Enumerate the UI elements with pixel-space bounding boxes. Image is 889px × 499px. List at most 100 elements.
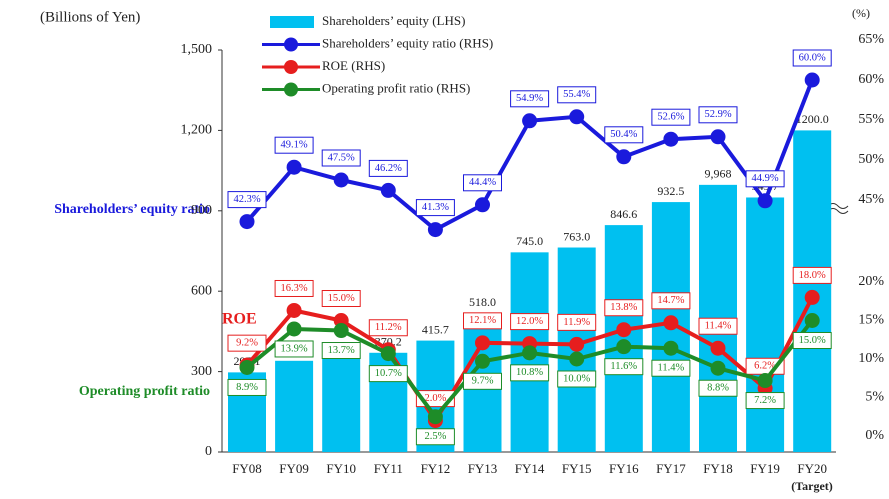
point [475,197,490,213]
point [710,360,726,376]
value-box [698,379,738,397]
bar-label: 415.7 [422,322,449,336]
legend-swatch [270,16,314,28]
value-label: 9.7% [472,376,494,387]
legend-label: ROE (RHS) [322,58,385,73]
value-label: 2.5% [424,431,446,442]
value-label: 44.4% [469,177,496,188]
value-label: 13.9% [281,343,308,354]
y-tick-label: 900 [191,203,212,218]
x-tick-label: FY13 [468,461,498,476]
x-tick-label: FY20 [797,461,827,476]
value-box [604,358,644,376]
value-label: 2.0% [424,393,446,404]
value-label: 14.7% [657,295,684,306]
y-tick-label: 1,500 [181,42,213,57]
y-tick-label: 600 [191,283,212,298]
x-tick-label: FY08 [232,461,262,476]
value-box [792,266,832,284]
point [380,182,396,198]
x-tick-label: FY14 [515,461,545,476]
value-label: 10.0% [563,373,590,384]
axis-break [826,201,849,214]
point [380,346,396,362]
point [333,172,349,188]
value-label: 18.0% [799,270,826,281]
side-label: Operating profit ratio [79,384,210,399]
x-tick-label: FY10 [326,461,356,476]
value-label: 12.0% [516,316,543,327]
value-box [745,170,785,188]
point [804,313,820,328]
bar-label: 518.0 [469,295,496,309]
value-label: 41.3% [422,202,449,213]
point [475,353,490,369]
legend-swatch [284,60,298,74]
point [286,321,302,337]
value-box [698,106,738,124]
point [804,72,820,88]
value-box [745,392,785,410]
bar [604,225,643,452]
value-label: 44.9% [752,173,779,184]
bar [746,197,785,452]
value-box [415,428,455,446]
y-tick-label: 300 [191,364,212,379]
legend-label: Shareholders’ equity (LHS) [322,13,465,28]
value-label: 46.2% [375,163,402,174]
value-box [510,313,550,331]
x-tick-label: FY12 [421,461,451,476]
value-box [274,279,314,297]
value-label: 42.3% [233,194,260,205]
left-unit: (Billions of Yen) [40,9,140,25]
value-box [557,313,597,331]
side-label: Shareholders’ equity ratio [54,202,210,217]
point [616,339,632,355]
point [757,373,773,389]
value-label: 54.9% [516,93,543,104]
value-box [227,191,267,209]
value-label: 10.7% [375,368,402,379]
value-box [274,136,314,154]
value-label: 8.9% [236,382,258,393]
value-label: 6.2% [754,361,776,372]
point [569,336,585,352]
value-label: 49.1% [281,140,308,151]
point [239,214,255,230]
point [804,289,820,305]
value-box [651,108,691,126]
value-label: 8.8% [707,383,729,394]
value-label: 15.0% [328,293,355,304]
point [569,351,585,367]
point [427,222,443,238]
y2-tick-label: 15% [858,313,884,328]
value-label: 11.2% [375,322,402,333]
value-label: 10.8% [516,367,543,378]
y2-tick-label: 5% [865,390,884,405]
bar-label: 1200.0 [796,112,829,126]
x-tick-label: FY18 [703,461,733,476]
x-tick-label: FY17 [656,461,686,476]
value-box [604,126,644,144]
x-tick-label: FY16 [609,461,639,476]
value-box [651,292,691,310]
value-box [321,342,361,360]
point [427,409,443,425]
value-box [227,378,267,396]
bar-label: 846.6 [610,207,637,221]
y2-tick-label: 50% [858,152,884,167]
point [475,335,490,351]
value-label: 55.4% [563,89,590,100]
y2-tick-label: 20% [858,274,884,289]
value-label: 52.9% [704,109,731,120]
value-box [463,372,502,390]
value-label: 50.4% [610,129,637,140]
point [616,149,632,165]
value-box [510,364,550,382]
point [333,323,349,339]
y2-tick-label: 10% [858,351,884,366]
value-label: 11.4% [705,321,732,332]
bar [322,356,361,452]
bar-label: 932.5 [657,184,684,198]
